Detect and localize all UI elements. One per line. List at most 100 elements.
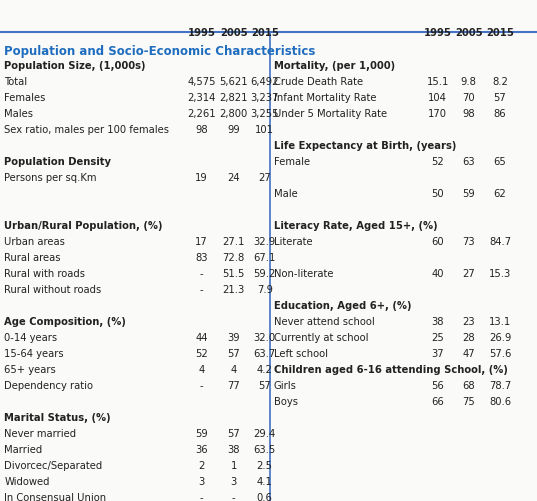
Text: Girls: Girls bbox=[274, 381, 297, 391]
Text: 78.7: 78.7 bbox=[489, 381, 511, 391]
Text: In Consensual Union: In Consensual Union bbox=[4, 493, 106, 501]
Text: 57: 57 bbox=[227, 349, 240, 359]
Text: 3,237: 3,237 bbox=[251, 93, 279, 103]
Text: 17: 17 bbox=[195, 237, 208, 247]
Text: 15.1: 15.1 bbox=[426, 77, 449, 87]
Text: 3,255: 3,255 bbox=[250, 109, 279, 119]
Text: Rural areas: Rural areas bbox=[4, 253, 61, 263]
Text: 2005: 2005 bbox=[220, 28, 248, 38]
Text: Crude Death Rate: Crude Death Rate bbox=[274, 77, 363, 87]
Text: 59: 59 bbox=[462, 189, 475, 199]
Text: 9.8: 9.8 bbox=[461, 77, 477, 87]
Text: 77: 77 bbox=[227, 381, 240, 391]
Text: 98: 98 bbox=[462, 109, 475, 119]
Text: Persons per sq.Km: Persons per sq.Km bbox=[4, 173, 97, 183]
Text: 26.9: 26.9 bbox=[489, 333, 511, 343]
Text: 72.8: 72.8 bbox=[222, 253, 245, 263]
Text: Population Density: Population Density bbox=[4, 157, 111, 167]
Text: 51.5: 51.5 bbox=[222, 269, 245, 279]
Text: 2015: 2015 bbox=[486, 28, 514, 38]
Text: 63: 63 bbox=[462, 157, 475, 167]
Text: Male: Male bbox=[274, 189, 297, 199]
Text: 3: 3 bbox=[230, 477, 237, 487]
Text: 2,261: 2,261 bbox=[187, 109, 216, 119]
Text: 73: 73 bbox=[462, 237, 475, 247]
Text: 1995: 1995 bbox=[187, 28, 215, 38]
Text: Infant Mortality Rate: Infant Mortality Rate bbox=[274, 93, 376, 103]
Text: -: - bbox=[200, 493, 203, 501]
Text: 59: 59 bbox=[195, 429, 208, 439]
Text: 57: 57 bbox=[258, 381, 271, 391]
Text: 62: 62 bbox=[494, 189, 506, 199]
Text: 57: 57 bbox=[494, 93, 506, 103]
Text: 67.1: 67.1 bbox=[253, 253, 276, 263]
Text: 65+ years: 65+ years bbox=[4, 365, 56, 375]
Text: 104: 104 bbox=[428, 93, 447, 103]
Text: Literacy Rate, Aged 15+, (%): Literacy Rate, Aged 15+, (%) bbox=[274, 221, 438, 231]
Text: Under 5 Mortality Rate: Under 5 Mortality Rate bbox=[274, 109, 387, 119]
Text: 101: 101 bbox=[255, 125, 274, 135]
Text: 2015: 2015 bbox=[251, 28, 279, 38]
Text: 59.2: 59.2 bbox=[253, 269, 276, 279]
Text: Marital Status, (%): Marital Status, (%) bbox=[4, 413, 111, 423]
Text: Sex ratio, males per 100 females: Sex ratio, males per 100 females bbox=[4, 125, 169, 135]
Text: 63.5: 63.5 bbox=[253, 445, 276, 455]
Text: Population and Socio-Economic Characteristics: Population and Socio-Economic Characteri… bbox=[4, 45, 316, 58]
Text: 60: 60 bbox=[431, 237, 444, 247]
Text: 66: 66 bbox=[431, 397, 444, 407]
Text: Urban/Rural Population, (%): Urban/Rural Population, (%) bbox=[4, 221, 163, 231]
Text: 8.2: 8.2 bbox=[492, 77, 508, 87]
Text: 13.1: 13.1 bbox=[489, 317, 511, 327]
Text: 50: 50 bbox=[431, 189, 444, 199]
Text: Non-literate: Non-literate bbox=[274, 269, 333, 279]
Text: Population Size, (1,000s): Population Size, (1,000s) bbox=[4, 61, 146, 71]
Text: 80.6: 80.6 bbox=[489, 397, 511, 407]
Text: 65: 65 bbox=[494, 157, 506, 167]
Text: 0.6: 0.6 bbox=[257, 493, 273, 501]
Text: Never attend school: Never attend school bbox=[274, 317, 375, 327]
Text: 27.1: 27.1 bbox=[222, 237, 245, 247]
Text: 1: 1 bbox=[230, 461, 237, 471]
Text: Urban areas: Urban areas bbox=[4, 237, 65, 247]
Text: 84.7: 84.7 bbox=[489, 237, 511, 247]
Text: 2.5: 2.5 bbox=[257, 461, 273, 471]
Text: 6,492: 6,492 bbox=[250, 77, 279, 87]
Text: Female: Female bbox=[274, 157, 310, 167]
Text: 15-64 years: 15-64 years bbox=[4, 349, 64, 359]
Text: Rural without roads: Rural without roads bbox=[4, 285, 101, 295]
Text: -: - bbox=[200, 381, 203, 391]
Text: 4.1: 4.1 bbox=[257, 477, 273, 487]
Text: 25: 25 bbox=[431, 333, 444, 343]
Text: Total: Total bbox=[4, 77, 27, 87]
Text: Males: Males bbox=[4, 109, 33, 119]
Text: 47: 47 bbox=[462, 349, 475, 359]
Text: -: - bbox=[200, 269, 203, 279]
Text: 19: 19 bbox=[195, 173, 208, 183]
Text: 3: 3 bbox=[198, 477, 205, 487]
Text: Females: Females bbox=[4, 93, 46, 103]
Text: 63.7: 63.7 bbox=[253, 349, 276, 359]
Text: 0-14 years: 0-14 years bbox=[4, 333, 57, 343]
Text: 83: 83 bbox=[195, 253, 208, 263]
Text: Divorcec/Separated: Divorcec/Separated bbox=[4, 461, 103, 471]
Text: 28: 28 bbox=[462, 333, 475, 343]
Text: Children aged 6-16 attending School, (%): Children aged 6-16 attending School, (%) bbox=[274, 365, 508, 375]
Text: 56: 56 bbox=[431, 381, 444, 391]
Text: 40: 40 bbox=[431, 269, 444, 279]
Text: 99: 99 bbox=[227, 125, 240, 135]
Text: Life Expectancy at Birth, (years): Life Expectancy at Birth, (years) bbox=[274, 141, 456, 151]
Text: 1995: 1995 bbox=[424, 28, 452, 38]
Text: 52: 52 bbox=[195, 349, 208, 359]
Text: -: - bbox=[200, 285, 203, 295]
Text: 21.3: 21.3 bbox=[222, 285, 245, 295]
Text: Mortality, (per 1,000): Mortality, (per 1,000) bbox=[274, 61, 395, 71]
Text: 32.0: 32.0 bbox=[253, 333, 276, 343]
Text: Rural with roads: Rural with roads bbox=[4, 269, 85, 279]
Text: 2,800: 2,800 bbox=[220, 109, 248, 119]
Text: 70: 70 bbox=[462, 93, 475, 103]
Text: Widowed: Widowed bbox=[4, 477, 50, 487]
Text: 27: 27 bbox=[462, 269, 475, 279]
Text: Left school: Left school bbox=[274, 349, 328, 359]
Text: Education, Aged 6+, (%): Education, Aged 6+, (%) bbox=[274, 301, 411, 311]
Text: 38: 38 bbox=[431, 317, 444, 327]
